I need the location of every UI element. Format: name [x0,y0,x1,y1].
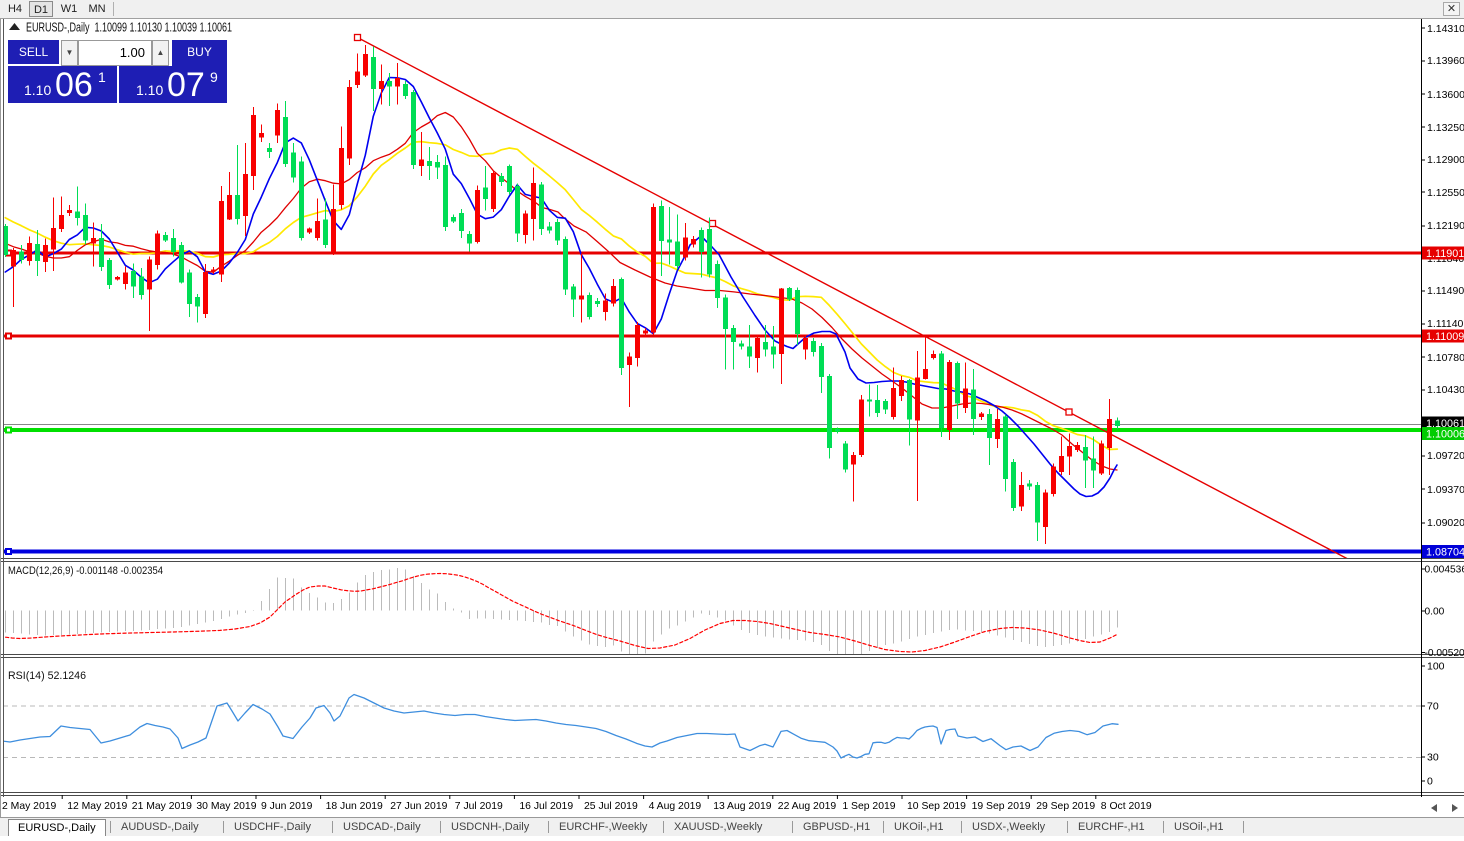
svg-text:25 Jul 2019: 25 Jul 2019 [584,801,638,812]
svg-text:RSI(14) 52.1246: RSI(14) 52.1246 [8,670,86,682]
svg-text:8 Oct 2019: 8 Oct 2019 [1101,801,1152,812]
svg-text:1.11009: 1.11009 [1426,331,1464,343]
svg-text:4 Aug 2019: 4 Aug 2019 [649,801,702,812]
svg-text:16 Jul 2019: 16 Jul 2019 [519,801,573,812]
svg-text:1.10780: 1.10780 [1427,352,1464,364]
svg-text:12 May 2019: 12 May 2019 [67,801,127,812]
svg-text:1.13600: 1.13600 [1427,89,1464,101]
svg-text:1.11140: 1.11140 [1427,318,1464,330]
svg-text:1.10430: 1.10430 [1427,384,1464,396]
svg-text:13 Aug 2019: 13 Aug 2019 [713,801,772,812]
svg-text:30: 30 [1427,752,1439,764]
svg-text:1.13960: 1.13960 [1427,55,1464,67]
svg-text:0: 0 [1427,776,1433,788]
svg-text:30 May 2019: 30 May 2019 [196,801,256,812]
svg-text:1.09020: 1.09020 [1427,517,1464,529]
svg-text:29 Sep 2019: 29 Sep 2019 [1036,801,1095,812]
svg-text:-0.005205: -0.005205 [1425,648,1464,659]
svg-text:1.09720: 1.09720 [1427,450,1464,462]
svg-text:9 Jun 2019: 9 Jun 2019 [261,801,313,812]
svg-text:18 Jun 2019: 18 Jun 2019 [326,801,383,812]
svg-text:22 Aug 2019: 22 Aug 2019 [778,801,837,812]
svg-text:70: 70 [1427,701,1439,713]
svg-text:1.12550: 1.12550 [1427,187,1464,199]
svg-text:7 Jul 2019: 7 Jul 2019 [455,801,503,812]
svg-text:1.11490: 1.11490 [1427,285,1464,297]
svg-text:1.14310: 1.14310 [1427,23,1464,35]
svg-text:19 Sep 2019: 19 Sep 2019 [972,801,1031,812]
svg-text:1.09370: 1.09370 [1427,484,1464,496]
svg-text:27 Jun 2019: 27 Jun 2019 [390,801,447,812]
svg-text:1.12190: 1.12190 [1427,220,1464,232]
svg-text:1.08704: 1.08704 [1426,547,1464,559]
svg-text:1 Sep 2019: 1 Sep 2019 [842,801,895,812]
svg-text:1.10006: 1.10006 [1426,429,1464,441]
svg-text:EURUSD-,Daily 1.10099 1.10130: EURUSD-,Daily 1.10099 1.10130 1.10039 1.… [26,21,232,35]
svg-text:0.004536: 0.004536 [1425,565,1464,576]
svg-text:21 May 2019: 21 May 2019 [132,801,192,812]
svg-text:0.00: 0.00 [1425,607,1445,618]
svg-text:100: 100 [1427,661,1445,673]
svg-text:1.12900: 1.12900 [1427,154,1464,166]
svg-text:10 Sep 2019: 10 Sep 2019 [907,801,966,812]
svg-text:2 May 2019: 2 May 2019 [2,801,57,812]
svg-text:1.11901: 1.11901 [1426,248,1464,260]
svg-text:MACD(12,26,9) -0.001148 -0.002: MACD(12,26,9) -0.001148 -0.002354 [8,565,163,577]
svg-text:1.13250: 1.13250 [1427,122,1464,134]
